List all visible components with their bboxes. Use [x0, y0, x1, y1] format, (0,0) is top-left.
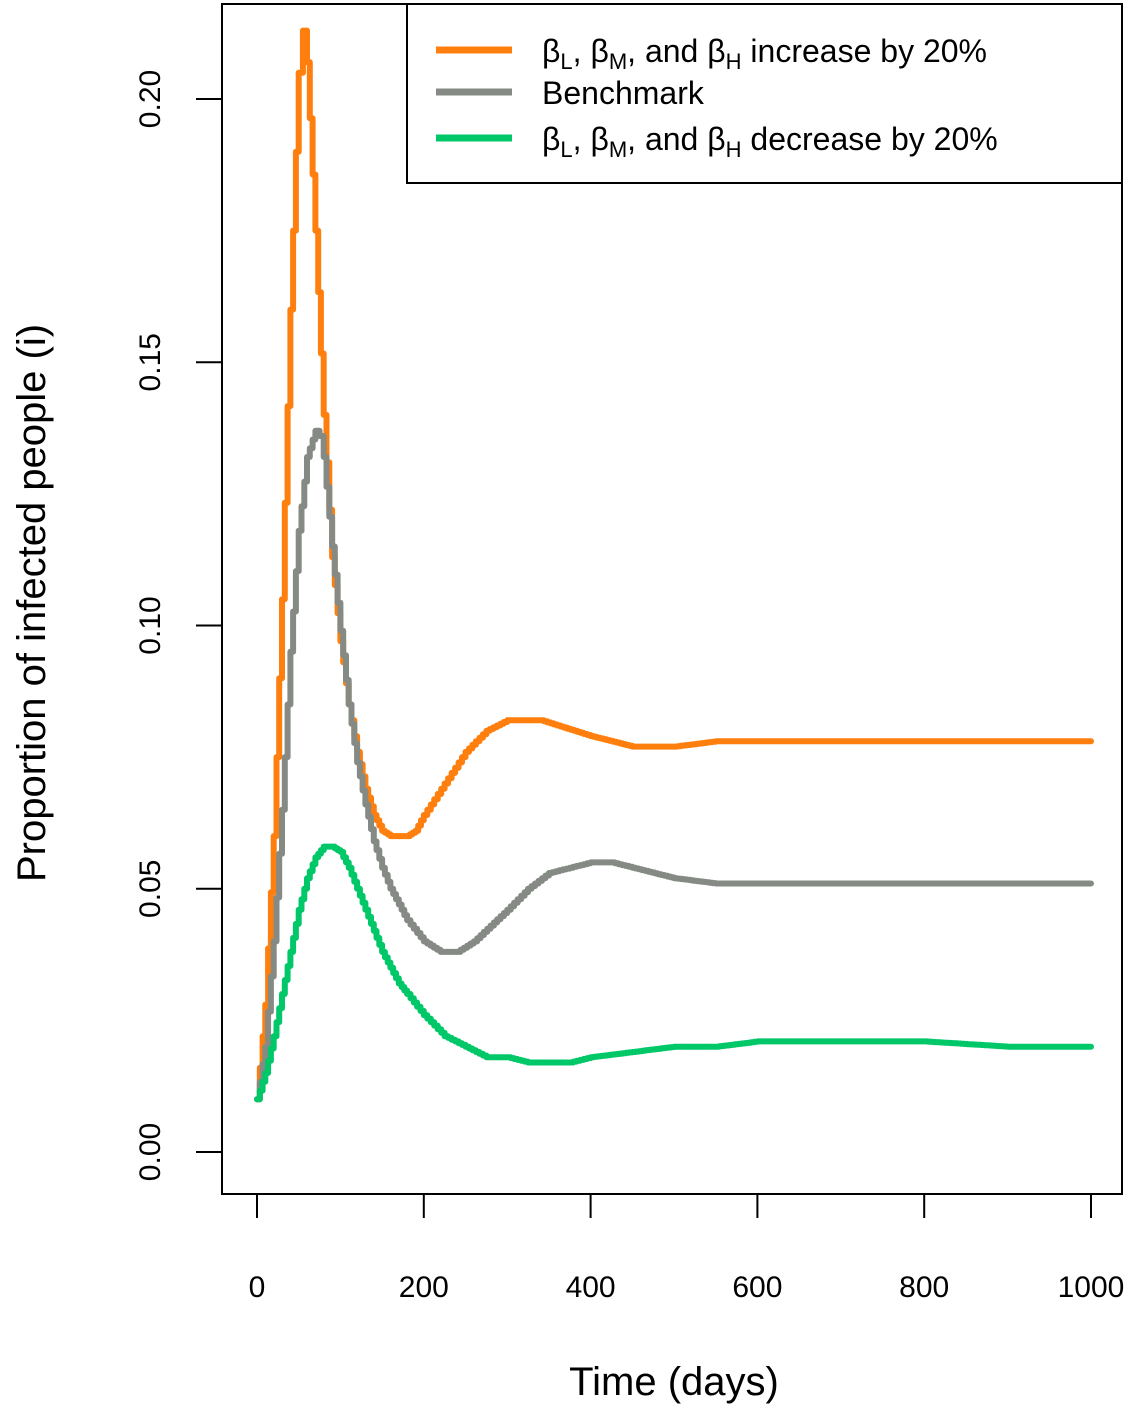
- legend-label-benchmark: Benchmark: [542, 75, 705, 111]
- x-tick-label-400: 400: [566, 1271, 616, 1304]
- series-line-decrease: [254, 843, 1094, 1103]
- x-tick-label-800: 800: [899, 1271, 949, 1304]
- x-tick-label-0: 0: [249, 1271, 266, 1304]
- series-layer: [254, 27, 1094, 1103]
- x-tick-label-1000: 1000: [1058, 1271, 1125, 1304]
- legend: βL, βM, and βH increase by 20% Benchmark…: [406, 3, 1123, 184]
- y-tick-label-3: 0.15: [134, 333, 167, 391]
- x-axis-title: Time (days): [569, 1360, 779, 1404]
- y-axis-title: Proportion of infected people (i): [10, 324, 54, 882]
- y-tick-label-1: 0.05: [134, 860, 167, 918]
- y-axis: 0.00 0.05 0.10 0.15 0.20: [134, 70, 223, 1181]
- x-axis: 0 200 400 600 800 1000: [249, 1193, 1125, 1304]
- x-tick-label-200: 200: [399, 1271, 449, 1304]
- y-tick-label-0: 0.00: [134, 1123, 167, 1181]
- series-line-benchmark: [254, 427, 1094, 1103]
- legend-box: [406, 3, 1123, 184]
- y-tick-label-4: 0.20: [134, 70, 167, 128]
- x-tick-label-600: 600: [732, 1271, 782, 1304]
- y-tick-label-2: 0.10: [134, 596, 167, 654]
- legend-label-increase: βL, βM, and βH increase by 20%: [542, 33, 987, 74]
- legend-label-decrease: βL, βM, and βH decrease by 20%: [542, 121, 998, 162]
